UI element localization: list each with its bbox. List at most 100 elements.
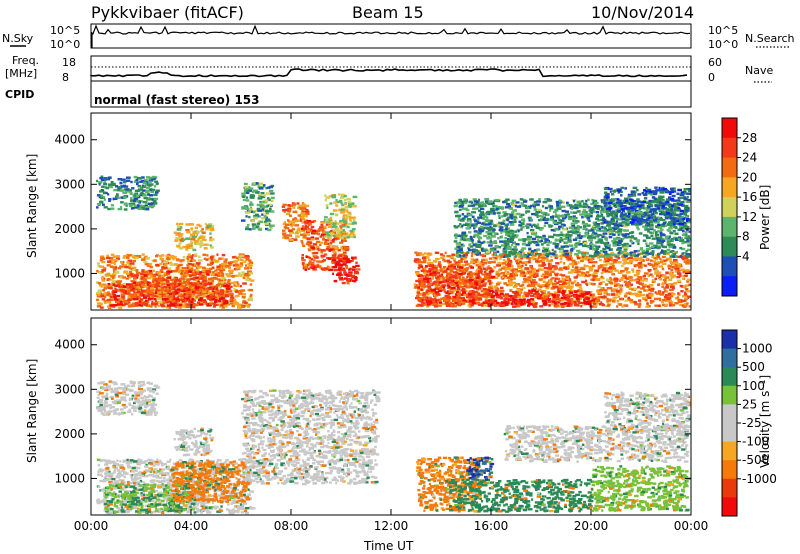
power-cell	[639, 252, 644, 255]
power-cell	[135, 269, 139, 272]
power-cell	[508, 294, 513, 298]
power-cell	[219, 271, 224, 274]
power-cell	[210, 223, 213, 226]
power-cell	[543, 295, 549, 298]
power-cell	[513, 272, 517, 276]
power-cell	[499, 289, 505, 293]
power-cell	[523, 300, 527, 303]
power-cell	[473, 277, 476, 280]
power-cell	[651, 255, 655, 258]
power-cell	[606, 299, 612, 302]
power-cell	[486, 266, 489, 269]
power-cell	[649, 273, 653, 276]
power-cell	[655, 258, 659, 261]
power-cell	[588, 267, 594, 270]
power-cell	[423, 279, 428, 282]
power-cell	[454, 236, 458, 240]
power-cell	[561, 278, 565, 282]
power-cell	[119, 276, 123, 279]
power-cell	[117, 207, 123, 211]
power-cell	[535, 292, 540, 296]
power-cell	[175, 233, 179, 236]
power-cell	[248, 228, 252, 231]
power-cell	[212, 305, 216, 308]
power-cell	[585, 292, 589, 296]
power-cell	[294, 217, 297, 220]
power-cell	[424, 275, 427, 278]
power-cell	[485, 268, 489, 271]
power-cell	[157, 287, 161, 290]
power-cell	[489, 282, 492, 285]
power-cell	[502, 259, 506, 262]
power-cell	[604, 257, 609, 260]
power-cell	[195, 295, 199, 299]
power-cell	[539, 259, 543, 263]
power-cell	[443, 298, 449, 301]
power-cell	[464, 269, 467, 273]
power-cell	[613, 278, 619, 281]
power-cell	[335, 222, 340, 225]
power-cell	[479, 253, 485, 257]
power-cell	[458, 291, 461, 294]
power-cell	[161, 270, 164, 273]
power-cell	[131, 268, 136, 272]
power-cell	[107, 305, 112, 308]
power-cell	[296, 228, 301, 232]
power-cell	[147, 202, 152, 205]
power-cell	[341, 247, 347, 250]
power-cell	[530, 257, 535, 260]
power-cell	[325, 248, 329, 251]
power-cell	[261, 217, 266, 220]
power-cell	[670, 292, 676, 296]
power-cell	[198, 283, 202, 287]
power-cell	[312, 229, 317, 232]
power-cell	[216, 265, 221, 268]
power-cell	[235, 256, 239, 260]
power-cell	[288, 204, 294, 207]
power-cell	[209, 295, 213, 299]
power-cell	[454, 281, 459, 285]
power-cell	[332, 238, 335, 242]
power-cell	[648, 263, 654, 266]
power-cell	[553, 291, 559, 294]
power-cell	[96, 203, 102, 206]
power-cell	[127, 295, 132, 299]
power-cell	[134, 274, 138, 277]
power-cell	[432, 282, 435, 285]
power-cell	[298, 204, 303, 207]
power-cell	[535, 272, 539, 275]
power-cell	[207, 291, 213, 294]
power-cell	[424, 276, 429, 279]
power-cell	[323, 225, 327, 229]
power-cell	[331, 256, 336, 260]
power-cell	[141, 289, 146, 293]
power-cell	[472, 298, 475, 301]
power-cell	[305, 215, 308, 218]
power-cell	[526, 256, 532, 260]
power-cell	[150, 190, 155, 194]
power-cell	[625, 271, 630, 274]
power-cell	[145, 294, 149, 297]
power-cell	[120, 261, 123, 264]
power-cell	[144, 208, 150, 211]
power-cell	[585, 271, 590, 274]
power-cell	[455, 271, 459, 274]
power-cell	[136, 296, 140, 299]
power-cell	[202, 253, 206, 256]
power-cell	[140, 304, 144, 307]
power-cell	[465, 267, 470, 270]
power-cell	[668, 267, 671, 270]
power-cell	[266, 204, 270, 207]
power-cell	[257, 197, 263, 200]
power-cell	[517, 289, 522, 293]
power-cell	[105, 274, 110, 277]
power-cell	[558, 280, 563, 283]
power-cell	[475, 283, 479, 286]
power-cell	[206, 268, 211, 271]
power-cell	[161, 274, 166, 277]
power-cell	[143, 260, 148, 264]
power-cell	[268, 189, 274, 193]
power-cell	[598, 258, 602, 262]
power-cell	[150, 187, 153, 191]
power-cell	[617, 283, 620, 286]
